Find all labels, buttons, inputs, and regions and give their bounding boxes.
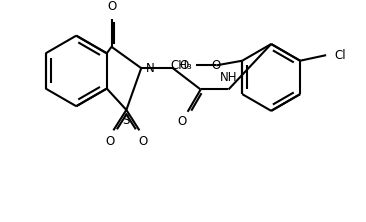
Text: NH: NH	[220, 71, 237, 84]
Text: S: S	[123, 114, 130, 127]
Text: O: O	[107, 0, 116, 13]
Text: Cl: Cl	[335, 49, 346, 62]
Text: O: O	[212, 59, 221, 72]
Text: O: O	[179, 59, 188, 72]
Text: O: O	[178, 115, 187, 129]
Text: O: O	[105, 135, 114, 148]
Text: CH₃: CH₃	[170, 59, 192, 72]
Text: O: O	[138, 135, 148, 148]
Text: N: N	[146, 62, 154, 75]
